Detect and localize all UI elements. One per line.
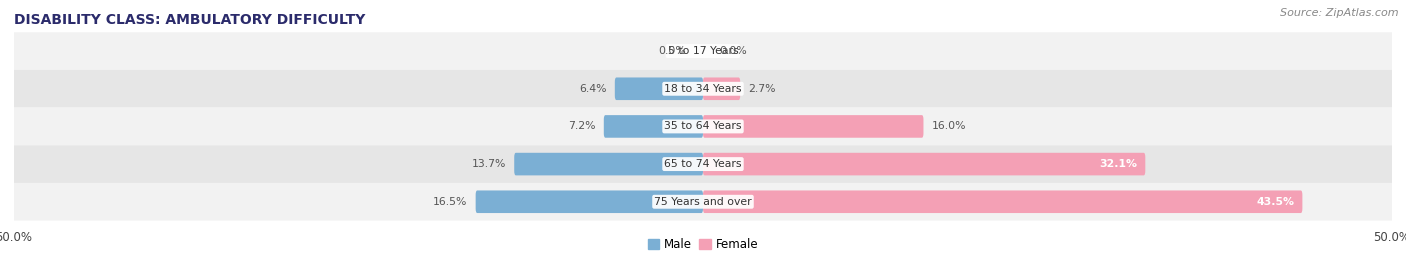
FancyBboxPatch shape <box>515 153 703 175</box>
FancyBboxPatch shape <box>7 145 1399 183</box>
Text: 6.4%: 6.4% <box>579 84 606 94</box>
Text: 65 to 74 Years: 65 to 74 Years <box>664 159 742 169</box>
FancyBboxPatch shape <box>703 190 1302 213</box>
Text: 43.5%: 43.5% <box>1256 197 1294 207</box>
Text: 16.5%: 16.5% <box>433 197 467 207</box>
FancyBboxPatch shape <box>7 70 1399 108</box>
Text: 16.0%: 16.0% <box>932 121 966 132</box>
Text: 2.7%: 2.7% <box>748 84 776 94</box>
FancyBboxPatch shape <box>7 108 1399 145</box>
Text: 75 Years and over: 75 Years and over <box>654 197 752 207</box>
FancyBboxPatch shape <box>703 153 1146 175</box>
FancyBboxPatch shape <box>7 32 1399 70</box>
Text: 0.0%: 0.0% <box>659 46 686 56</box>
Text: 32.1%: 32.1% <box>1099 159 1137 169</box>
Text: 35 to 64 Years: 35 to 64 Years <box>664 121 742 132</box>
Text: Source: ZipAtlas.com: Source: ZipAtlas.com <box>1281 8 1399 18</box>
FancyBboxPatch shape <box>475 190 703 213</box>
Text: 0.0%: 0.0% <box>720 46 747 56</box>
FancyBboxPatch shape <box>7 183 1399 221</box>
FancyBboxPatch shape <box>603 115 703 138</box>
Text: 5 to 17 Years: 5 to 17 Years <box>668 46 738 56</box>
FancyBboxPatch shape <box>614 77 703 100</box>
Text: 13.7%: 13.7% <box>471 159 506 169</box>
FancyBboxPatch shape <box>703 77 740 100</box>
Text: 18 to 34 Years: 18 to 34 Years <box>664 84 742 94</box>
Legend: Male, Female: Male, Female <box>643 234 763 256</box>
Text: 7.2%: 7.2% <box>568 121 596 132</box>
Text: DISABILITY CLASS: AMBULATORY DIFFICULTY: DISABILITY CLASS: AMBULATORY DIFFICULTY <box>14 13 366 27</box>
FancyBboxPatch shape <box>703 115 924 138</box>
